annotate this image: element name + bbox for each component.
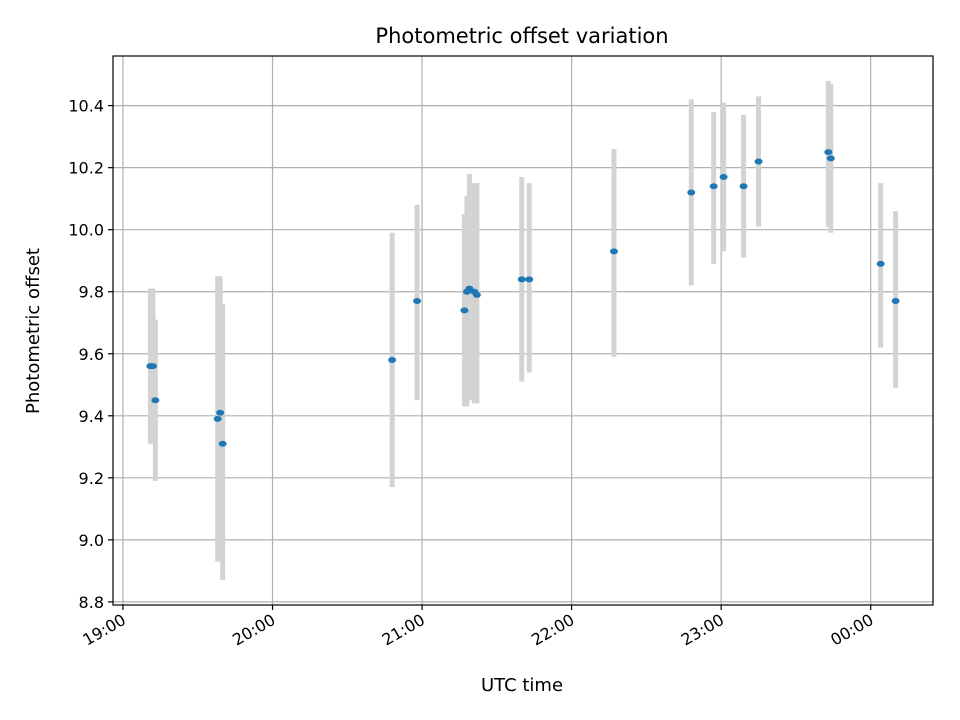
data-point xyxy=(891,298,900,305)
y-axis: 8.8 9.0 9.2 9.4 9.6 9.8 10.0 10.2 10.4 xyxy=(68,97,113,612)
y-axis-label: Photometric offset xyxy=(23,248,44,414)
data-point xyxy=(460,307,469,314)
y-tick-label: 9.6 xyxy=(79,345,104,364)
data-point xyxy=(719,173,728,180)
y-tick-label: 9.8 xyxy=(79,283,104,302)
chart-title: Photometric offset variation xyxy=(375,24,668,48)
data-point xyxy=(687,189,696,196)
y-tick-label: 10.0 xyxy=(68,221,104,240)
y-tick-label: 9.0 xyxy=(79,531,104,550)
data-point xyxy=(213,415,222,422)
data-point xyxy=(525,276,534,283)
plot-frame xyxy=(112,55,934,606)
data-point xyxy=(218,440,227,447)
y-tick-label: 8.8 xyxy=(79,593,104,612)
y-tick-label: 9.4 xyxy=(79,407,104,426)
data-point xyxy=(609,248,618,255)
data-point xyxy=(517,276,526,283)
data-point xyxy=(754,158,763,165)
data-point xyxy=(472,291,481,298)
data-point xyxy=(826,155,835,162)
data-point xyxy=(876,260,885,267)
data-point xyxy=(216,409,225,416)
data-point xyxy=(739,183,748,190)
data-point xyxy=(413,298,422,305)
data-point xyxy=(388,356,397,363)
data-point xyxy=(148,363,157,370)
data-point xyxy=(824,149,833,156)
y-tick-label: 10.2 xyxy=(68,159,104,178)
data-point xyxy=(709,183,718,190)
y-tick-label: 10.4 xyxy=(68,97,104,116)
x-axis-label: UTC time xyxy=(481,675,563,696)
y-tick-label: 9.2 xyxy=(79,469,104,488)
data-point xyxy=(151,397,160,404)
data-points xyxy=(146,149,900,447)
